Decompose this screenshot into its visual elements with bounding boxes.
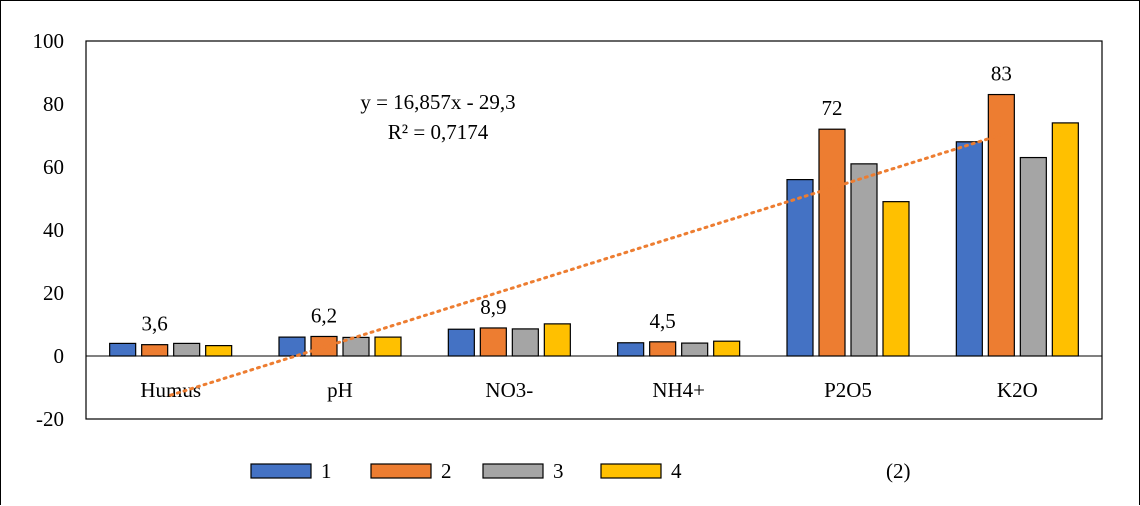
x-category-label: NH4+ [652, 378, 705, 402]
y-tick-label: 40 [43, 218, 64, 242]
bar-P2O5-series-2 [818, 128, 846, 357]
legend-label-series-4: 4 [671, 459, 682, 483]
data-label: 8,9 [480, 295, 506, 319]
bar-NO3--series-2 [479, 327, 507, 357]
bar-K2O-series-1 [955, 141, 983, 357]
legend-swatch-series-4 [600, 463, 662, 479]
legend-swatch-series-3 [482, 463, 544, 479]
bar-Humus-series-1 [109, 342, 137, 357]
x-category-label: pH [327, 378, 353, 402]
trendline-r2: R² = 0,7174 [388, 120, 489, 144]
bar-NH4+-series-3 [681, 342, 709, 357]
trendline-equation: y = 16,857x - 29,3 [360, 90, 515, 114]
x-category-label: P2O5 [824, 378, 872, 402]
bar-pH-series-4 [374, 336, 402, 357]
y-tick-label: 60 [43, 155, 64, 179]
bar-Humus-series-2 [141, 344, 169, 357]
bar-Humus-series-4 [205, 345, 233, 357]
x-category-label: K2O [997, 378, 1038, 402]
y-tick-label: 20 [43, 281, 64, 305]
bar-NH4+-series-1 [617, 342, 645, 357]
bar-P2O5-series-3 [850, 163, 878, 357]
plot-area [85, 40, 1103, 420]
bar-NO3--series-3 [511, 328, 539, 357]
bar-NH4+-series-2 [649, 341, 677, 357]
legend-swatch-series-2 [370, 463, 432, 479]
y-tick-label: 100 [33, 29, 65, 53]
panel-annotation: (2) [886, 459, 911, 483]
data-label: 4,5 [650, 309, 676, 333]
bar-P2O5-series-1 [786, 179, 814, 357]
data-label: 6,2 [311, 303, 337, 327]
bar-NH4+-series-4 [713, 340, 741, 357]
y-tick-label: -20 [36, 407, 64, 431]
data-label: 72 [822, 96, 843, 120]
y-tick-label: 80 [43, 92, 64, 116]
data-label: 83 [991, 62, 1012, 86]
bar-NO3--series-4 [543, 323, 571, 357]
bar-pH-series-3 [342, 336, 370, 357]
bar-Humus-series-3 [173, 342, 201, 357]
legend-label-series-3: 3 [553, 459, 564, 483]
bar-K2O-series-3 [1019, 156, 1047, 357]
trendline [169, 130, 1011, 397]
bar-K2O-series-4 [1051, 122, 1079, 357]
y-tick-label: 0 [54, 344, 65, 368]
bar-pH-series-1 [278, 336, 306, 357]
legend-swatch-series-1 [250, 463, 312, 479]
bar-NO3--series-1 [447, 328, 475, 357]
legend-label-series-1: 1 [321, 459, 332, 483]
x-category-label: NO3- [485, 378, 533, 402]
bar-P2O5-series-4 [882, 201, 910, 357]
data-label: 3,6 [142, 312, 168, 336]
legend-label-series-2: 2 [441, 459, 452, 483]
